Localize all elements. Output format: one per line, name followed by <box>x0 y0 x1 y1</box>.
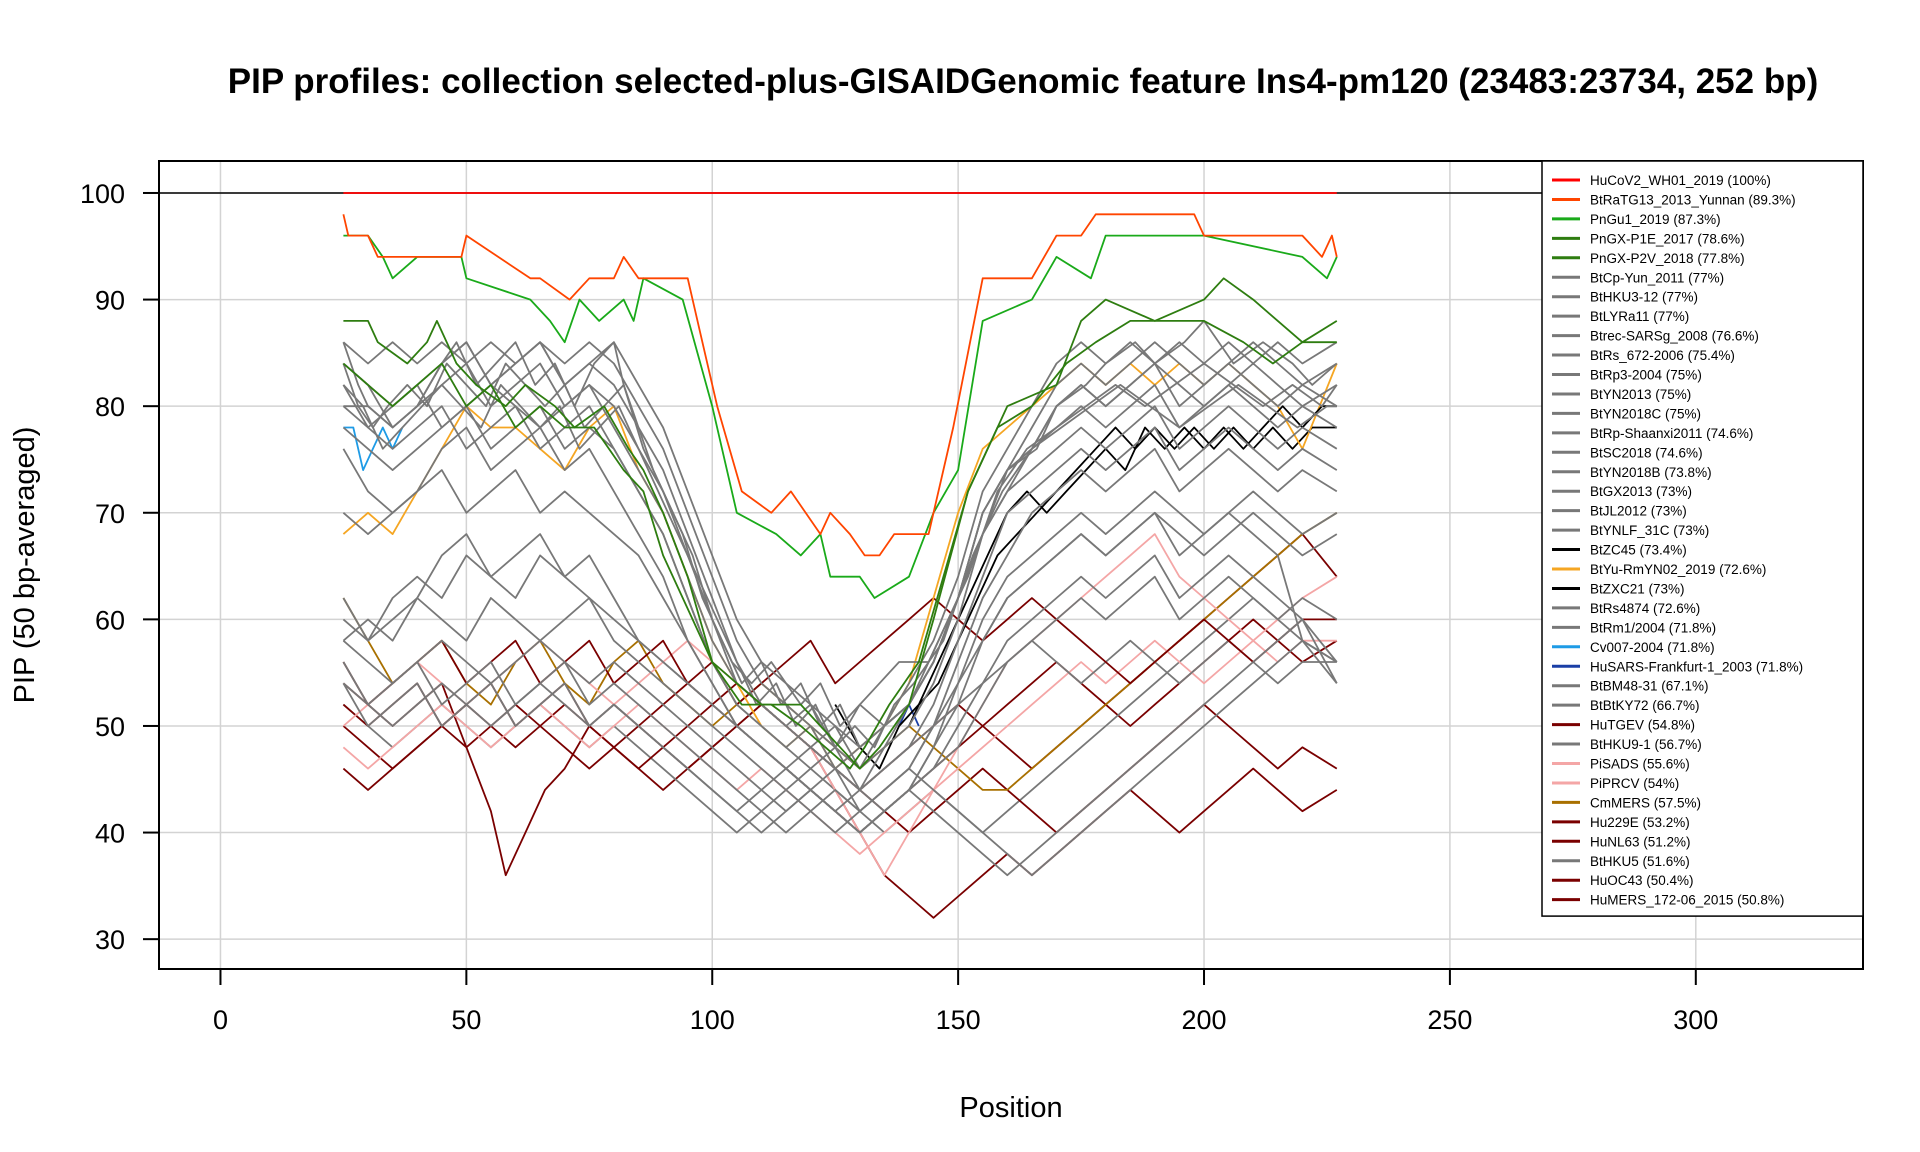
series-line <box>342 469 1338 834</box>
legend-label: HuCoV2_WH01_2019 (100%) <box>1590 173 1771 188</box>
series-line <box>342 511 1338 834</box>
legend-label: HuMERS_172-06_2015 (50.8%) <box>1590 893 1784 908</box>
series-line <box>342 213 1338 557</box>
series-line <box>342 384 1337 749</box>
legend-label: PnGX-P1E_2017 (78.6%) <box>1590 231 1745 246</box>
series-line <box>342 597 1337 706</box>
series-line <box>343 277 1338 770</box>
legend-label: BtRs4874 (72.6%) <box>1590 601 1700 616</box>
x-axis: 0 50 100 150 200 250 300 <box>213 969 1718 1035</box>
x-tick-label: 300 <box>1673 1005 1718 1035</box>
y-tick-label: 30 <box>95 925 125 955</box>
legend-label: PnGu1_2019 (87.3%) <box>1590 212 1721 227</box>
legend-label: BtBtKY72 (66.7%) <box>1590 698 1700 713</box>
series-line <box>834 426 1337 770</box>
legend-label: BtHKU5 (51.6%) <box>1590 854 1690 869</box>
legend-label: BtRs_672-2006 (75.4%) <box>1590 348 1735 363</box>
y-tick-label: 50 <box>95 712 125 742</box>
legend-label: BtCp-Yun_2011 (77%) <box>1590 270 1724 285</box>
x-tick-label: 200 <box>1181 1005 1226 1035</box>
series-line <box>343 362 1338 770</box>
legend-label: BtZXC21 (73%) <box>1590 581 1685 596</box>
legend-label: BtRp3-2004 (75%) <box>1590 368 1702 383</box>
y-tick-label: 60 <box>95 605 125 635</box>
legend-label: BtYu-RmYN02_2019 (72.6%) <box>1590 562 1766 577</box>
legend-label: BtGX2013 (73%) <box>1590 484 1692 499</box>
legend-label: BtYN2018C (75%) <box>1590 406 1701 421</box>
legend-label: BtHKU3-12 (77%) <box>1590 290 1698 305</box>
legend-label: BtZC45 (73.4%) <box>1590 543 1687 558</box>
series-line <box>342 362 1338 749</box>
legend-box <box>1541 160 1864 917</box>
legend-label: PiPRCV (54%) <box>1590 776 1679 791</box>
y-tick-label: 80 <box>95 392 125 422</box>
legend-label: BtYNLF_31C (73%) <box>1590 523 1709 538</box>
x-tick-label: 150 <box>936 1005 981 1035</box>
x-axis-label: Position <box>959 1092 1062 1124</box>
series-line <box>342 511 1338 813</box>
legend-label: Cv007-2004 (71.8%) <box>1590 640 1715 655</box>
legend-label: HuSARS-Frankfurt-1_2003 (71.8%) <box>1590 659 1803 674</box>
legend-label: BtJL2012 (73%) <box>1590 504 1687 519</box>
y-axis: 30 40 50 60 70 80 90 100 <box>80 179 159 955</box>
y-tick-label: 100 <box>80 179 125 209</box>
y-tick-label: 40 <box>95 819 125 849</box>
legend-label: BtHKU9-1 (56.7%) <box>1590 737 1702 752</box>
legend-label: HuTGEV (54.8%) <box>1590 718 1695 733</box>
x-tick-label: 50 <box>451 1005 481 1035</box>
legend-label: BtBM48-31 (67.1%) <box>1590 679 1709 694</box>
series-line <box>342 320 1337 770</box>
legend-label: HuOC43 (50.4%) <box>1590 873 1694 888</box>
series-line <box>343 234 1338 599</box>
legend-label: BtRaTG13_2013_Yunnan (89.3%) <box>1590 192 1796 207</box>
chart-title: PIP profiles: collection selected-plus-G… <box>228 62 1818 101</box>
series-line <box>342 362 1338 770</box>
series-line <box>342 405 1338 791</box>
x-tick-label: 100 <box>690 1005 735 1035</box>
legend-label: BtLYRa11 (77%) <box>1590 309 1689 324</box>
legend-label: CmMERS (57.5%) <box>1590 795 1701 810</box>
x-tick-label: 0 <box>213 1005 228 1035</box>
y-tick-label: 90 <box>95 286 125 316</box>
x-tick-label: 250 <box>1427 1005 1472 1035</box>
legend-label: BtYN2018B (73.8%) <box>1590 465 1712 480</box>
series-line <box>342 554 1338 834</box>
series-line <box>342 639 1338 877</box>
legend-label: PnGX-P2V_2018 (77.8%) <box>1590 251 1745 266</box>
legend-label: BtRm1/2004 (71.8%) <box>1590 620 1716 635</box>
series-line <box>342 320 1338 727</box>
legend-label: Btrec-SARSg_2008 (76.6%) <box>1590 329 1759 344</box>
legend-label: BtRp-Shaanxi2011 (74.6%) <box>1590 426 1753 441</box>
legend-label: BtYN2013 (75%) <box>1590 387 1691 402</box>
legend-label: Hu229E (53.2%) <box>1590 815 1690 830</box>
y-tick-label: 70 <box>95 499 125 529</box>
series-lines <box>342 192 1338 919</box>
y-axis-label: PIP (50 bp-averaged) <box>9 427 41 704</box>
legend-label: HuNL63 (51.2%) <box>1590 834 1691 849</box>
legend: HuCoV2_WH01_2019 (100%) BtRaTG13_2013_Yun… <box>1541 160 1864 917</box>
legend-label: PiSADS (55.6%) <box>1590 757 1690 772</box>
series-line <box>342 575 1338 855</box>
legend-label: BtSC2018 (74.6%) <box>1590 445 1703 460</box>
